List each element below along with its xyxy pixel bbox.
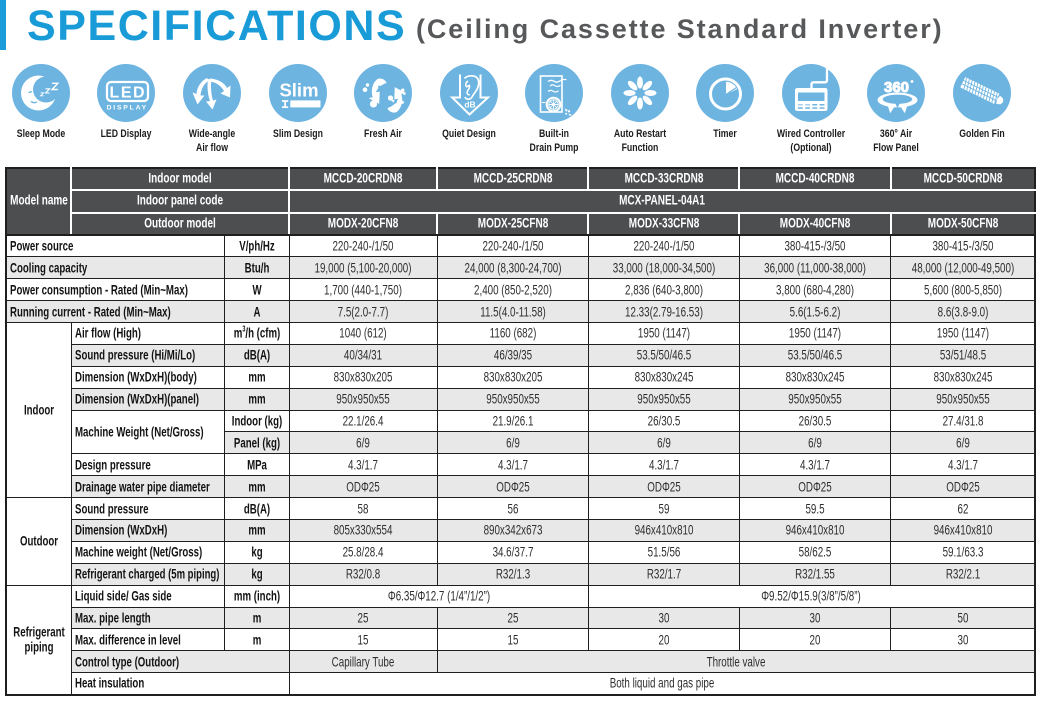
svg-text:LED: LED (110, 85, 146, 102)
svg-text:DISPLAY: DISPLAY (107, 105, 148, 112)
svg-text:360: 360 (884, 79, 909, 96)
svg-text:dB: dB (464, 100, 475, 110)
svg-text:Slim: Slim (279, 80, 318, 101)
